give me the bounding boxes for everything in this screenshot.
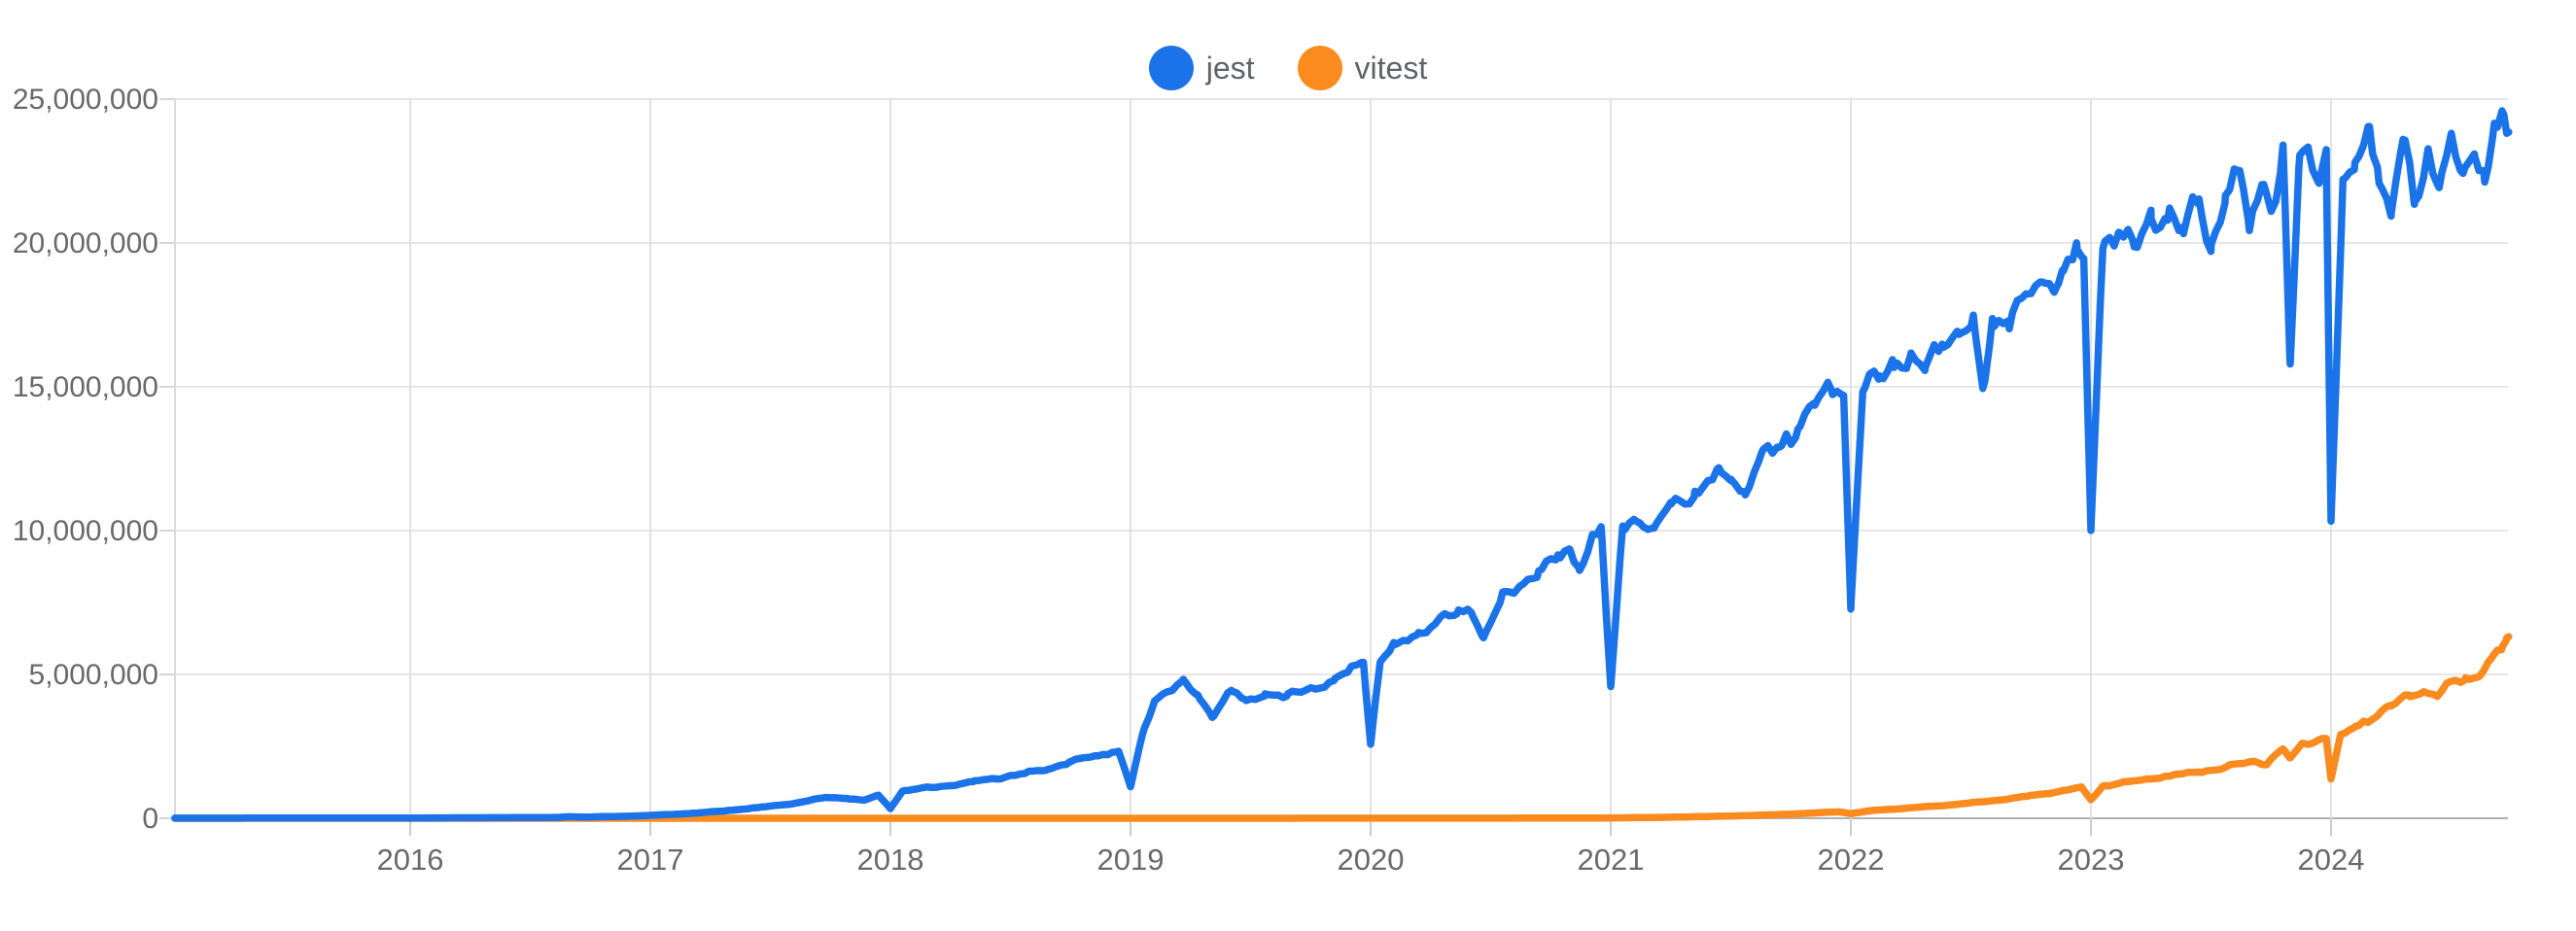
svg-text:2016: 2016: [377, 843, 444, 877]
x-axis-labels: 2016 2017 2018 2019 2020 2021 2022 2023 2024: [377, 843, 2365, 877]
chart-legend: jest vitest: [0, 46, 2576, 90]
svg-text:2021: 2021: [1578, 843, 1645, 877]
svg-text:10,000,000: 10,000,000: [13, 515, 158, 547]
legend-label-jest: jest: [1205, 51, 1255, 86]
vitest-series-line[interactable]: [171, 633, 2513, 822]
y-gridlines: [159, 98, 2508, 819]
svg-text:2024: 2024: [2298, 843, 2365, 877]
svg-text:2022: 2022: [1818, 843, 1885, 877]
y-axis-labels: 0 5,000,000 10,000,000 15,000,000 20,000,000…: [13, 84, 158, 835]
legend-item-jest[interactable]: jest: [1148, 46, 1255, 90]
legend-item-vitest[interactable]: vitest: [1297, 46, 1428, 90]
svg-text:2019: 2019: [1097, 843, 1165, 877]
svg-text:2018: 2018: [857, 843, 924, 877]
jest-series-line[interactable]: [171, 107, 2513, 822]
jest-series-dot-icon: [1148, 46, 1194, 90]
svg-text:20,000,000: 20,000,000: [13, 227, 158, 259]
svg-text:5,000,000: 5,000,000: [29, 659, 158, 691]
svg-text:2020: 2020: [1338, 843, 1405, 877]
vitest-series-dot-icon: [1297, 46, 1342, 90]
svg-text:25,000,000: 25,000,000: [13, 84, 158, 116]
svg-text:15,000,000: 15,000,000: [13, 371, 158, 403]
svg-text:2023: 2023: [2058, 843, 2125, 877]
svg-text:2017: 2017: [617, 843, 684, 877]
svg-text:0: 0: [142, 803, 158, 835]
legend-label-vitest: vitest: [1354, 51, 1428, 86]
